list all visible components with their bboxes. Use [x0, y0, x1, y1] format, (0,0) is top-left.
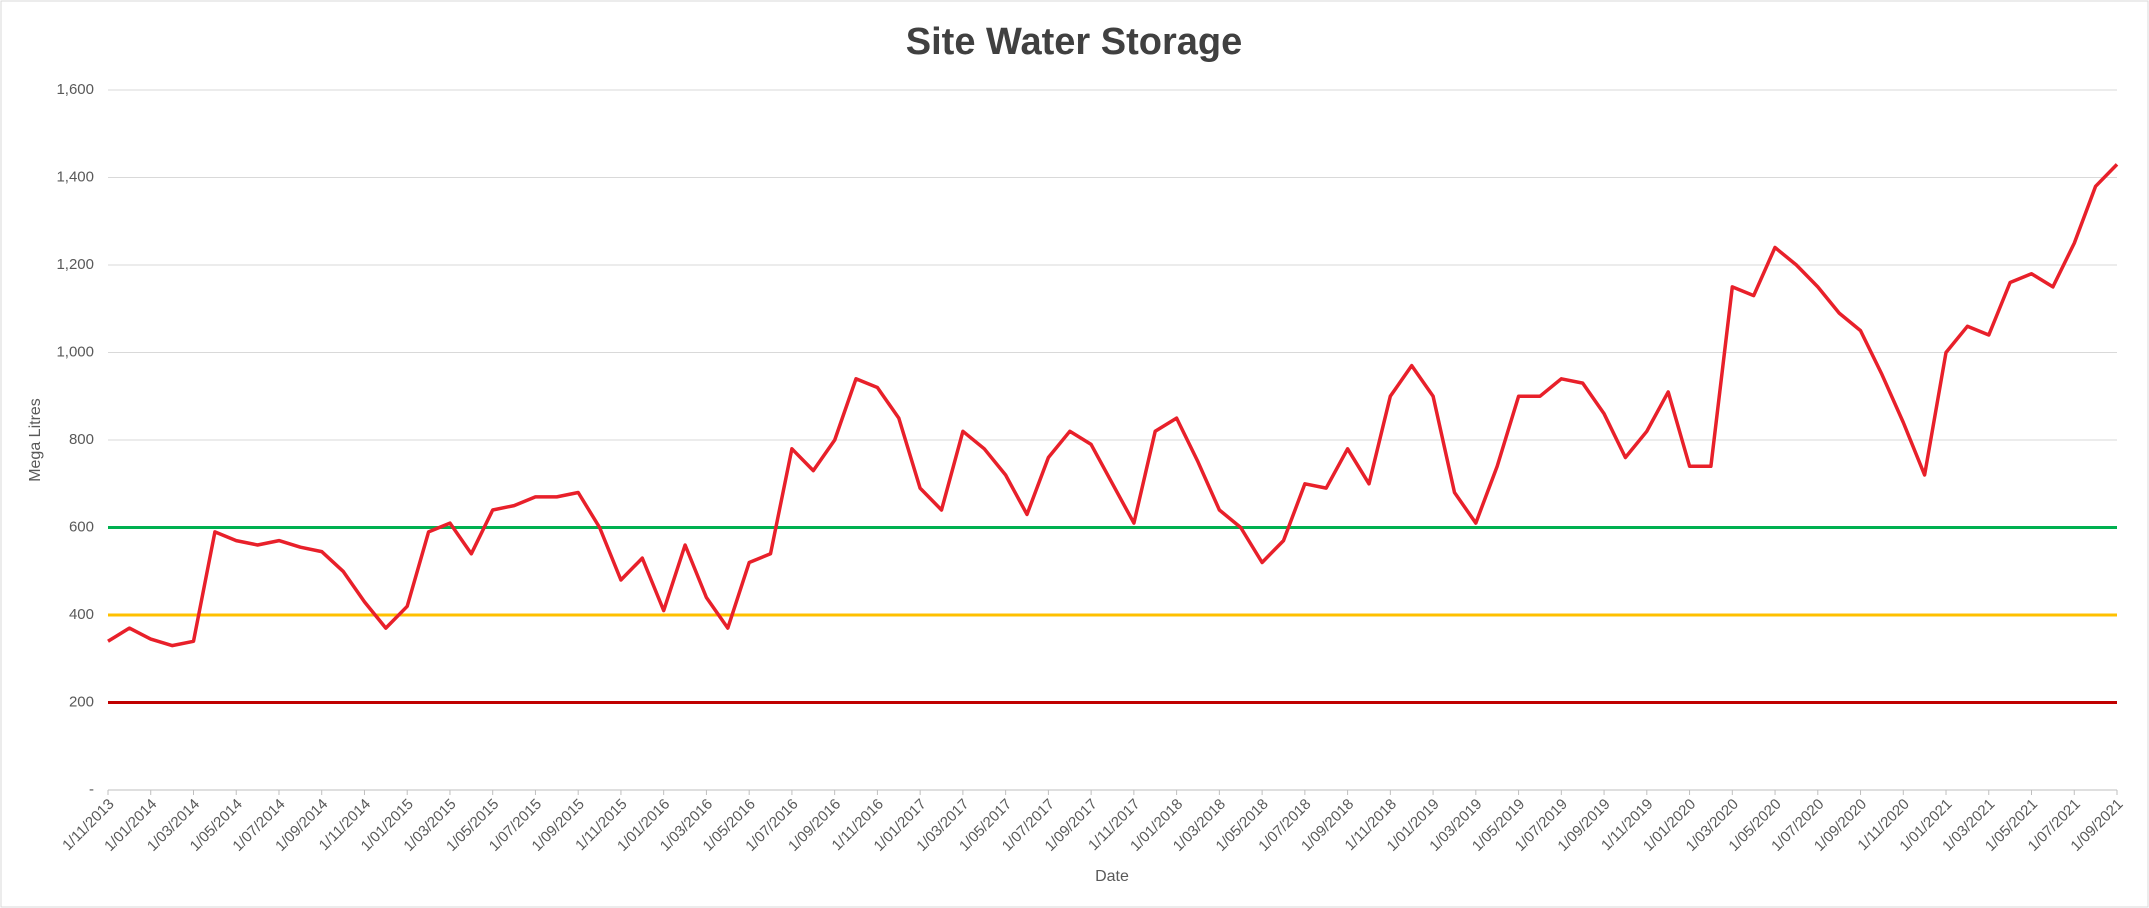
- y-tick-label: 600: [69, 518, 94, 535]
- chart-title: Site Water Storage: [906, 21, 1242, 63]
- y-tick-label: 800: [69, 431, 94, 448]
- y-tick-label: 1,000: [56, 343, 94, 360]
- y-tick-label: 400: [69, 606, 94, 623]
- y-tick-label: 200: [69, 693, 94, 710]
- y-tick-label: -: [89, 781, 94, 798]
- y-axis-label: Mega Litres: [27, 398, 44, 482]
- y-tick-label: 1,200: [56, 256, 94, 273]
- x-axis-label: Date: [1095, 868, 1129, 885]
- y-tick-label: 1,600: [56, 81, 94, 98]
- data-line: [107, 163, 2119, 648]
- y-tick-label: 1,400: [56, 168, 94, 185]
